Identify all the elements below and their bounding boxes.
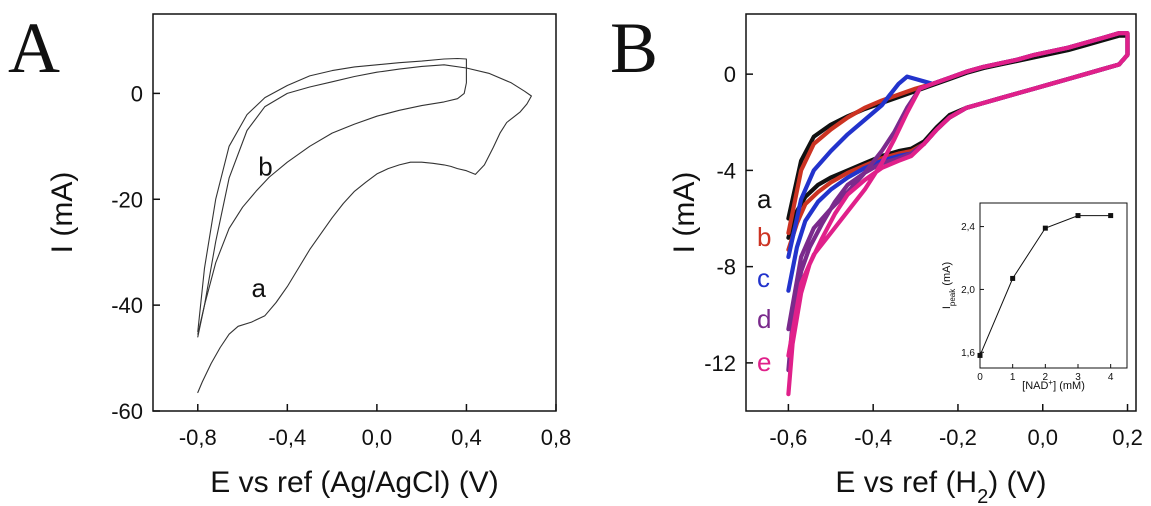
panel-a-y-tick-label: 0 (131, 81, 143, 106)
inset-y-tick-label: 2,4 (961, 222, 975, 233)
inset-y-axis-title-suffix: (mA) (941, 262, 953, 289)
panel-b-legend-label-d: d (757, 304, 771, 334)
panel-a-curve-label-b: b (258, 151, 272, 181)
panel-b-x-tick-label: 0,0 (1027, 425, 1058, 450)
inset-data-point (977, 352, 983, 358)
inset-data-point (1108, 213, 1114, 219)
inset-y-axis-title-subscript: peak (948, 288, 957, 306)
panel-b-x-tick-label: -0,2 (939, 425, 977, 450)
inset-x-tick-label: 3 (1075, 372, 1081, 383)
panel-b-x-tick-label: 0,2 (1112, 425, 1143, 450)
panel-a-chart: -0,8 -0,4 0,0 0,4 0,8 0 -20 -40 -60 a b E vs ref (A… (46, 13, 572, 499)
panel-b-x-axis-title-subscript: 2 (977, 486, 988, 506)
inset-data-point (1075, 213, 1081, 219)
inset-y-tick-label: 2,0 (961, 285, 975, 296)
inset-y-axis-title-main: I (941, 306, 953, 309)
panel-b-y-tick-label: -12 (704, 351, 736, 376)
panel-a-plot-frame (152, 13, 557, 412)
panel-b-y-tick-label: -4 (716, 158, 736, 183)
inset-x-axis-title-suffix: ] (mM) (1053, 380, 1085, 392)
panel-b-y-axis-title: I (mA) (668, 172, 701, 254)
panel-a-x-tick-label: -0,8 (179, 425, 217, 450)
panel-b-letter: B (610, 8, 658, 88)
panel-b-inset-chart: 0 1 2 3 4 1,6 2,0 2,4 [NAD+] (mM) Ipeak (mA) (930, 196, 1133, 392)
panel-a-x-tick-label: 0,4 (451, 425, 482, 450)
inset-data-point (1010, 275, 1016, 281)
inset-x-tick-label: 4 (1108, 372, 1114, 383)
inset-x-axis-title-superscript: + (1048, 378, 1053, 387)
panel-b-x-axis-title-suffix: ) (V) (988, 466, 1046, 499)
inset-data-point (1042, 225, 1048, 231)
panel-a-x-axis-title: E vs ref (Ag/AgCl) (V) (210, 466, 498, 499)
panel-a-y-tick-label: -40 (111, 293, 143, 318)
panel-b-x-axis-title-main: E vs ref (H (835, 466, 977, 499)
panel-a-y-tick-label: -60 (111, 399, 143, 424)
panel-b-legend-label-c: c (757, 263, 770, 293)
panel-a-x-tick-label: 0,8 (541, 425, 572, 450)
panel-a-x-tick-label: -0,4 (268, 425, 306, 450)
panel-a-x-tick-label: 0,0 (362, 425, 393, 450)
panel-a-curve-label-a: a (252, 273, 267, 303)
panel-b-y-tick-label: 0 (724, 62, 736, 87)
inset-plot-frame (979, 202, 1128, 369)
panel-b-legend-label-a: a (757, 184, 772, 214)
panel-a-series-b-line (197, 57, 467, 338)
panel-b-x-tick-label: -0,6 (769, 425, 807, 450)
panel-b-x-tick-label: -0,4 (854, 425, 892, 450)
panel-a-y-axis-title: I (mA) (46, 172, 79, 254)
panel-a-series-a-line (197, 64, 532, 394)
inset-x-axis-title: [NAD+] (mM) (1022, 378, 1085, 393)
panel-b-legend-label-e: e (757, 347, 771, 377)
inset-y-tick-label: 1,6 (961, 348, 975, 359)
panel-b-series-e-line (786, 31, 1130, 397)
inset-y-axis-title: Ipeak (mA) (941, 262, 957, 309)
inset-x-tick-label: 2 (1043, 372, 1049, 383)
panel-a-y-tick-label: -20 (111, 187, 143, 212)
inset-x-tick-label: 1 (1010, 372, 1016, 383)
panel-a-letter: A (8, 8, 60, 88)
inset-x-tick-label: 0 (977, 372, 983, 383)
panel-b-y-tick-label: -8 (716, 255, 736, 280)
panel-b-x-axis-title: E vs ref (H2) (V) (835, 466, 1046, 506)
inset-x-axis-title-main: [NAD (1022, 380, 1048, 392)
panel-b-legend-label-b: b (757, 222, 771, 252)
panel-b-plot-frame (745, 13, 1137, 412)
inset-background (930, 196, 1133, 392)
